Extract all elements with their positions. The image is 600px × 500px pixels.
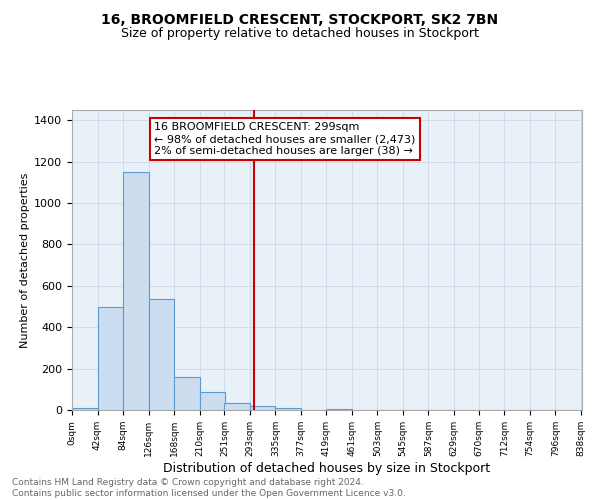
- Text: Contains HM Land Registry data © Crown copyright and database right 2024.
Contai: Contains HM Land Registry data © Crown c…: [12, 478, 406, 498]
- X-axis label: Distribution of detached houses by size in Stockport: Distribution of detached houses by size …: [163, 462, 491, 474]
- Bar: [199, 392, 225, 410]
- Bar: [250, 406, 275, 410]
- Text: 16 BROOMFIELD CRESCENT: 299sqm
← 98% of detached houses are smaller (2,473)
2% o: 16 BROOMFIELD CRESCENT: 299sqm ← 98% of …: [154, 122, 415, 156]
- Text: Size of property relative to detached houses in Stockport: Size of property relative to detached ho…: [121, 28, 479, 40]
- Bar: [174, 377, 199, 410]
- Y-axis label: Number of detached properties: Number of detached properties: [20, 172, 30, 348]
- Bar: [97, 306, 123, 410]
- Text: 16, BROOMFIELD CRESCENT, STOCKPORT, SK2 7BN: 16, BROOMFIELD CRESCENT, STOCKPORT, SK2 …: [101, 12, 499, 26]
- Bar: [123, 172, 149, 410]
- Bar: [224, 403, 250, 410]
- Bar: [275, 408, 301, 410]
- Bar: [149, 300, 174, 410]
- Bar: [326, 409, 352, 410]
- Bar: [72, 408, 97, 410]
